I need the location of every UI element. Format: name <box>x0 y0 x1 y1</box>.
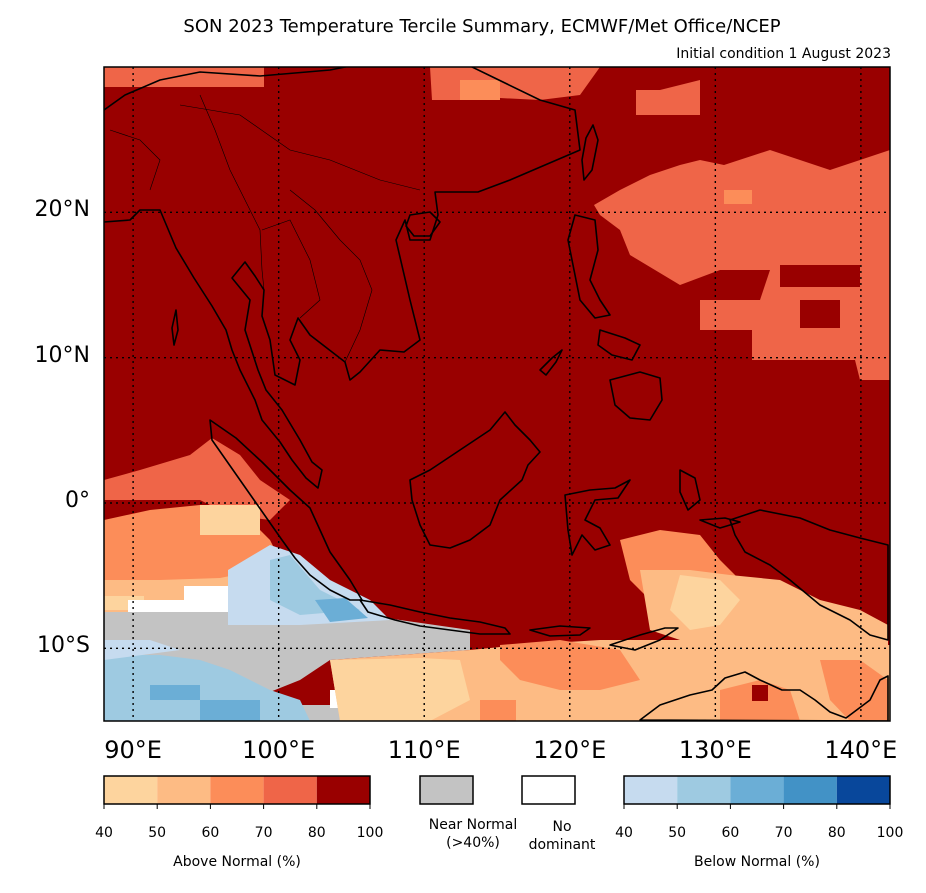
above-colorbar-swatch <box>104 776 158 804</box>
coastline-java <box>359 599 511 635</box>
map-frame <box>103 66 891 722</box>
above-colorbar-tick: 50 <box>148 825 167 841</box>
latitude-tick-label: 0° <box>65 488 90 513</box>
below-colorbar-tick: 100 <box>876 825 904 841</box>
coastline-taiwan <box>581 124 599 181</box>
below-colorbar-swatch <box>836 776 890 804</box>
longitude-tick-label: 90°E <box>104 736 162 764</box>
border-china <box>179 104 421 191</box>
probability-field <box>104 67 890 721</box>
longitude-tick-label: 140°E <box>824 736 898 764</box>
coastline-palawan <box>539 349 563 376</box>
below-colorbar-tick: 50 <box>668 825 687 841</box>
coastline-sumatra <box>209 419 363 601</box>
coastline-visayas <box>597 329 641 361</box>
country-borders <box>109 94 421 363</box>
longitude-tick-label: 120°E <box>533 736 607 764</box>
latitude-tick-label: 10°S <box>37 633 90 659</box>
colorbars <box>103 775 891 809</box>
longitude-tick-label: 130°E <box>678 736 752 764</box>
coastlines <box>104 67 889 721</box>
above-colorbar-tick: 100 <box>356 825 384 841</box>
map-title: SON 2023 Temperature Tercile Summary, EC… <box>183 16 781 37</box>
longitude-tick-label: 100°E <box>242 736 316 764</box>
near-normal-label: Near Normal (>40%) <box>410 816 536 852</box>
below-colorbar-tick: 60 <box>721 825 740 841</box>
coastline-new-guinea <box>729 509 889 641</box>
below-colorbar <box>623 775 891 809</box>
below-colorbar-swatch <box>624 776 678 804</box>
legend-label-line: Near Normal <box>428 817 518 833</box>
coastline-sulawesi <box>564 479 631 556</box>
below-colorbar-tick: 70 <box>774 825 793 841</box>
coastline-halmahera <box>679 469 701 511</box>
border-thailand-laos <box>261 219 321 319</box>
below-colorbar-swatch <box>730 776 784 804</box>
longitude-tick-label: 110°E <box>387 736 461 764</box>
legend-label-line: (>40%) <box>446 835 500 851</box>
coastline-luzon <box>567 214 611 319</box>
above-colorbar-swatch <box>157 776 211 804</box>
below-colorbar-tick: 40 <box>615 825 633 841</box>
below-colorbar-tick: 80 <box>827 825 846 841</box>
gridlines <box>104 67 890 721</box>
below-colorbar-swatch <box>677 776 731 804</box>
no-dominant-label: No dominant <box>514 818 610 854</box>
coastline-borneo <box>409 411 541 549</box>
border-myanmar-thailand <box>199 94 265 291</box>
coastline-mainland-asia <box>104 67 581 489</box>
above-colorbar-swatch <box>316 776 370 804</box>
near-normal-swatch <box>419 775 474 805</box>
above-colorbar-tick: 60 <box>201 825 220 841</box>
above-colorbar-tick: 40 <box>95 825 113 841</box>
legend-label-line: No <box>552 819 572 835</box>
no-dominant-swatch <box>521 775 576 805</box>
border-laos-vietnam <box>289 189 373 363</box>
above-colorbar-tick: 80 <box>307 825 326 841</box>
coastline-flores <box>529 625 591 637</box>
map-subtitle: Initial condition 1 August 2023 <box>676 46 891 62</box>
coastline-seram <box>699 517 741 529</box>
border-india-bangladesh <box>109 129 161 191</box>
above-colorbar-tick: 70 <box>254 825 273 841</box>
above-colorbar-swatch <box>263 776 317 804</box>
coastline-timor <box>609 627 679 651</box>
coastline-mindanao <box>609 371 663 421</box>
legend-label-line: dominant <box>528 837 596 853</box>
above-colorbar-swatch <box>210 776 264 804</box>
latitude-tick-label: 20°N <box>34 197 90 223</box>
coastline-andaman <box>171 309 179 346</box>
coastline-australia <box>639 671 889 721</box>
below-colorbar-swatch <box>783 776 837 804</box>
above-colorbar-label: Above Normal (%) <box>173 854 301 870</box>
above-colorbar <box>103 775 371 809</box>
latitude-tick-label: 10°N <box>34 342 90 368</box>
below-colorbar-label: Below Normal (%) <box>694 854 820 870</box>
